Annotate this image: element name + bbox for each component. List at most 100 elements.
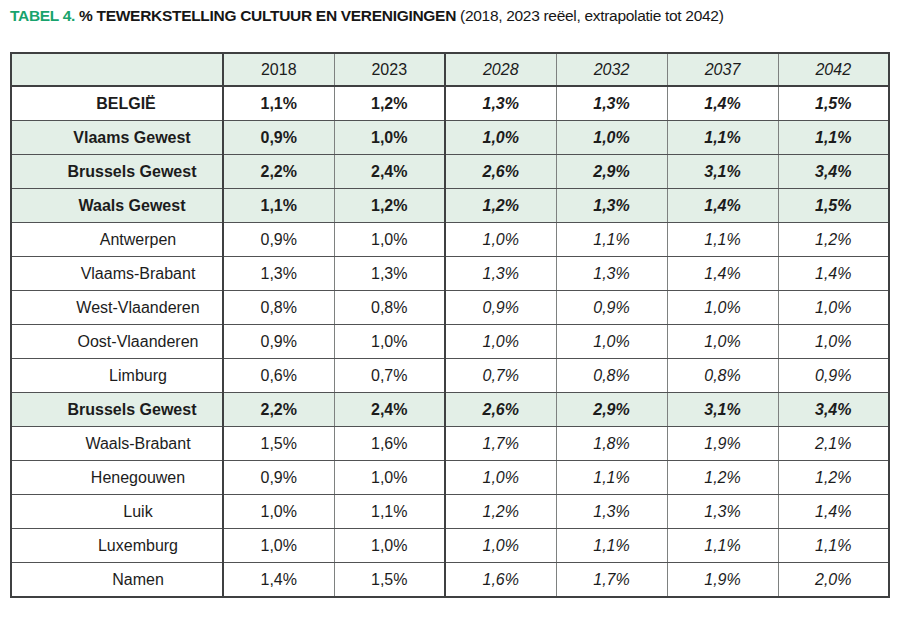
table-row-vlaams-brabant: Vlaams-Brabant1,3%1,3%1,3%1,3%1,4%1,4% bbox=[11, 257, 889, 291]
value-cell: 3,1% bbox=[667, 155, 778, 189]
header-year-2023: 2023 bbox=[334, 53, 445, 86]
value-cell: 1,5% bbox=[778, 86, 889, 121]
value-cell: 2,4% bbox=[334, 393, 445, 427]
value-cell: 1,4% bbox=[667, 189, 778, 223]
table-row-henegouwen: Henegouwen0,9%1,0%1,0%1,1%1,2%1,2% bbox=[11, 461, 889, 495]
value-cell: 1,2% bbox=[778, 223, 889, 257]
value-cell: 3,4% bbox=[778, 155, 889, 189]
value-cell: 2,9% bbox=[556, 155, 667, 189]
row-label: Luxemburg bbox=[11, 529, 223, 563]
value-cell: 1,0% bbox=[667, 291, 778, 325]
value-cell: 1,0% bbox=[556, 121, 667, 155]
value-cell: 1,0% bbox=[334, 325, 445, 359]
value-cell: 0,9% bbox=[223, 461, 334, 495]
table-row-antwerpen: Antwerpen0,9%1,0%1,0%1,1%1,1%1,2% bbox=[11, 223, 889, 257]
row-label: Brussels Gewest bbox=[11, 155, 223, 189]
value-cell: 1,4% bbox=[778, 257, 889, 291]
value-cell: 0,9% bbox=[223, 121, 334, 155]
row-label: BELGIË bbox=[11, 86, 223, 121]
value-cell: 1,3% bbox=[556, 257, 667, 291]
row-label: West-Vlaanderen bbox=[11, 291, 223, 325]
header-year-2028: 2028 bbox=[445, 53, 556, 86]
row-label: Waals Gewest bbox=[11, 189, 223, 223]
table-row-luik: Luik1,0%1,1%1,2%1,3%1,3%1,4% bbox=[11, 495, 889, 529]
value-cell: 2,6% bbox=[445, 155, 556, 189]
value-cell: 1,4% bbox=[667, 257, 778, 291]
value-cell: 1,0% bbox=[223, 495, 334, 529]
table-row-waals-gewest: Waals Gewest1,1%1,2%1,2%1,3%1,4%1,5% bbox=[11, 189, 889, 223]
value-cell: 1,6% bbox=[334, 427, 445, 461]
value-cell: 2,1% bbox=[778, 427, 889, 461]
row-label: Limburg bbox=[11, 359, 223, 393]
value-cell: 1,0% bbox=[445, 461, 556, 495]
value-cell: 1,4% bbox=[223, 563, 334, 598]
value-cell: 1,4% bbox=[778, 495, 889, 529]
table-row-brussels-gewest: Brussels Gewest2,2%2,4%2,6%2,9%3,1%3,4% bbox=[11, 155, 889, 189]
header-year-2018: 2018 bbox=[223, 53, 334, 86]
page: TABEL 4. % TEWERKSTELLING CULTUUR EN VER… bbox=[0, 0, 900, 620]
value-cell: 2,2% bbox=[223, 393, 334, 427]
value-cell: 0,7% bbox=[445, 359, 556, 393]
value-cell: 1,0% bbox=[556, 325, 667, 359]
value-cell: 1,5% bbox=[778, 189, 889, 223]
value-cell: 1,2% bbox=[667, 461, 778, 495]
value-cell: 1,1% bbox=[334, 495, 445, 529]
value-cell: 1,1% bbox=[556, 223, 667, 257]
table-row-belgi-: BELGIË1,1%1,2%1,3%1,3%1,4%1,5% bbox=[11, 86, 889, 121]
value-cell: 0,8% bbox=[334, 291, 445, 325]
value-cell: 1,1% bbox=[223, 189, 334, 223]
value-cell: 2,2% bbox=[223, 155, 334, 189]
value-cell: 1,1% bbox=[778, 121, 889, 155]
value-cell: 1,1% bbox=[223, 86, 334, 121]
value-cell: 1,0% bbox=[445, 121, 556, 155]
value-cell: 1,3% bbox=[223, 257, 334, 291]
value-cell: 0,8% bbox=[223, 291, 334, 325]
header-year-2042: 2042 bbox=[778, 53, 889, 86]
row-label: Namen bbox=[11, 563, 223, 598]
value-cell: 3,4% bbox=[778, 393, 889, 427]
table-row-west-vlaanderen: West-Vlaanderen0,8%0,8%0,9%0,9%1,0%1,0% bbox=[11, 291, 889, 325]
value-cell: 1,1% bbox=[556, 529, 667, 563]
table-body: BELGIË1,1%1,2%1,3%1,3%1,4%1,5%Vlaams Gew… bbox=[11, 86, 889, 597]
table-number-label: TABEL 4. bbox=[10, 7, 75, 24]
table-row-waals-brabant: Waals-Brabant1,5%1,6%1,7%1,8%1,9%2,1% bbox=[11, 427, 889, 461]
value-cell: 1,0% bbox=[223, 529, 334, 563]
value-cell: 1,3% bbox=[667, 495, 778, 529]
value-cell: 1,3% bbox=[445, 86, 556, 121]
value-cell: 1,7% bbox=[445, 427, 556, 461]
table-row-vlaams-gewest: Vlaams Gewest0,9%1,0%1,0%1,0%1,1%1,1% bbox=[11, 121, 889, 155]
value-cell: 1,0% bbox=[667, 325, 778, 359]
value-cell: 0,6% bbox=[223, 359, 334, 393]
row-label: Waals-Brabant bbox=[11, 427, 223, 461]
row-label: Vlaams Gewest bbox=[11, 121, 223, 155]
value-cell: 1,5% bbox=[223, 427, 334, 461]
value-cell: 1,1% bbox=[667, 121, 778, 155]
table-row-oost-vlaanderen: Oost-Vlaanderen0,9%1,0%1,0%1,0%1,0%1,0% bbox=[11, 325, 889, 359]
row-label: Brussels Gewest bbox=[11, 393, 223, 427]
header-empty-cell bbox=[11, 53, 223, 86]
value-cell: 1,1% bbox=[556, 461, 667, 495]
employment-culture-table: 2018 2023 2028 2032 2037 2042 BELGIË1,1%… bbox=[10, 52, 890, 598]
value-cell: 1,0% bbox=[445, 529, 556, 563]
value-cell: 1,2% bbox=[334, 86, 445, 121]
value-cell: 1,0% bbox=[445, 223, 556, 257]
row-label: Antwerpen bbox=[11, 223, 223, 257]
table-row-brussels-gewest: Brussels Gewest2,2%2,4%2,6%2,9%3,1%3,4% bbox=[11, 393, 889, 427]
value-cell: 1,3% bbox=[556, 86, 667, 121]
value-cell: 1,9% bbox=[667, 427, 778, 461]
value-cell: 1,9% bbox=[667, 563, 778, 598]
value-cell: 0,9% bbox=[556, 291, 667, 325]
row-label: Vlaams-Brabant bbox=[11, 257, 223, 291]
row-label: Luik bbox=[11, 495, 223, 529]
table-row-namen: Namen1,4%1,5%1,6%1,7%1,9%2,0% bbox=[11, 563, 889, 598]
table-title-subtitle: (2018, 2023 reëel, extrapolatie tot 2042… bbox=[460, 7, 723, 24]
value-cell: 0,8% bbox=[556, 359, 667, 393]
header-year-2032: 2032 bbox=[556, 53, 667, 86]
value-cell: 0,9% bbox=[223, 325, 334, 359]
table-row-luxemburg: Luxemburg1,0%1,0%1,0%1,1%1,1%1,1% bbox=[11, 529, 889, 563]
value-cell: 0,9% bbox=[778, 359, 889, 393]
value-cell: 2,0% bbox=[778, 563, 889, 598]
value-cell: 1,4% bbox=[667, 86, 778, 121]
value-cell: 3,1% bbox=[667, 393, 778, 427]
value-cell: 2,6% bbox=[445, 393, 556, 427]
